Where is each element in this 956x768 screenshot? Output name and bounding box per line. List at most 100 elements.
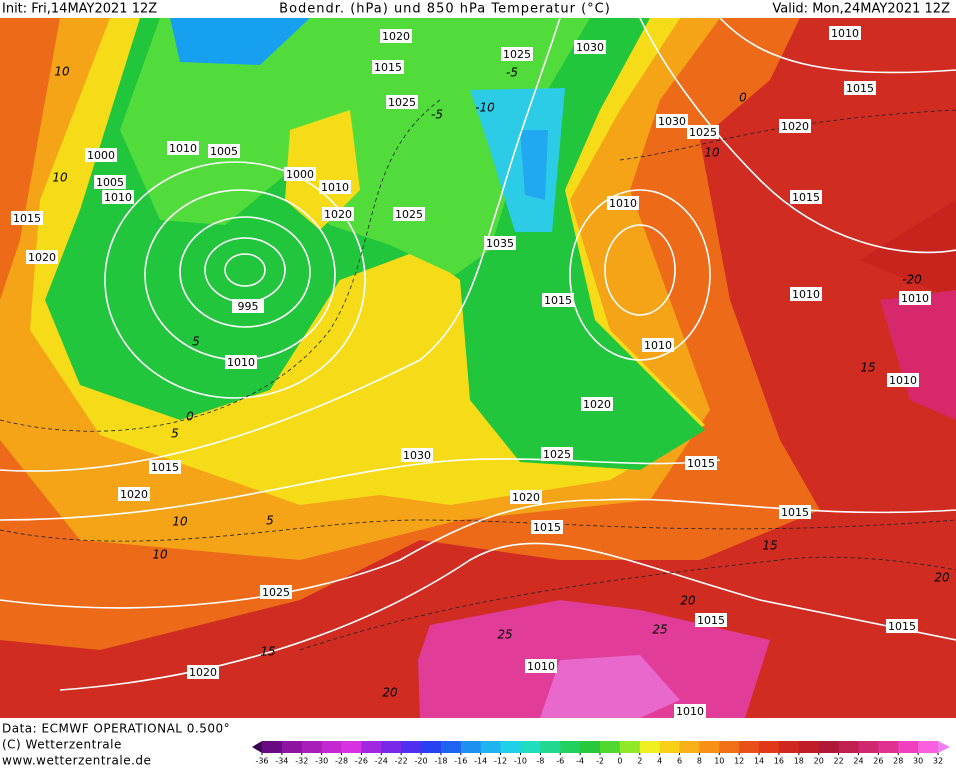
isotherm-label: 10 [704, 146, 720, 160]
isobar-label-text: 1015 [697, 614, 725, 627]
isobar-label: 1015 [886, 619, 918, 633]
isotherm-label: 25 [652, 623, 667, 637]
colorbar-tick-label: 20 [814, 757, 824, 766]
colorbar-swatch [878, 741, 899, 753]
colorbar-tick-label: 30 [913, 757, 923, 766]
isobar-label: 1020 [26, 250, 58, 264]
colorbar-swatch [679, 741, 700, 753]
isobar-label-text: 1010 [644, 339, 672, 352]
colorbar-swatch [818, 741, 840, 753]
isobar-label-text: 1010 [831, 27, 859, 40]
isobar-label-box [541, 447, 573, 461]
isobar-label: 1015 [695, 613, 727, 627]
isobar-label-box [501, 47, 533, 61]
colorbar-swatch [699, 741, 720, 753]
isobar-label-text: 1020 [120, 488, 148, 501]
isobar-label-box [401, 448, 433, 462]
colorbar-tick-label: 8 [697, 757, 702, 766]
colorbar-swatch [361, 741, 382, 753]
isobar-label-box [899, 291, 931, 305]
header-band [0, 0, 956, 18]
field-blue [170, 18, 310, 65]
isobar-label: 1020 [187, 665, 219, 679]
colorbar-swatch [440, 741, 462, 753]
isobar-label-box [542, 293, 574, 307]
isobar-label: 1005 [208, 144, 240, 158]
isobar-label-box [695, 613, 727, 627]
isobar-label-box [510, 490, 542, 504]
colorbar-swatch [759, 741, 780, 753]
isobar-label-text: 1010 [889, 374, 917, 387]
isobar-label-text: 1015 [13, 212, 41, 225]
isotherm-label: 20 [680, 594, 696, 608]
isobar-label-text: 1015 [781, 506, 809, 519]
isobar-label: 1010 [829, 26, 861, 40]
isotherm-line [619, 109, 956, 161]
valid-time: Valid: Mon,24MAY2021 12Z [772, 2, 950, 17]
isobar-label: 1015 [790, 190, 822, 204]
isobar-label-text: 995 [238, 300, 259, 313]
colorbar-end [938, 741, 950, 753]
isobar-label-box [531, 520, 563, 534]
isobar-label-box [26, 250, 58, 264]
isobar-label-box [779, 505, 811, 519]
isobar-label-box [372, 60, 404, 74]
isobar-label: 1015 [844, 81, 876, 95]
isotherm-line [0, 519, 956, 542]
isotherm-line [0, 99, 441, 432]
isotherm-label: 5 [266, 514, 274, 528]
colorbar-swatch [341, 741, 362, 753]
isobar-label-text: 1000 [87, 149, 115, 162]
isotherm-label: 20 [382, 686, 398, 700]
isobar-label-text: 1020 [382, 30, 410, 43]
colorbar-swatch [778, 741, 800, 753]
colorbar-tick-label: 32 [933, 757, 943, 766]
init-time: Init: Fri,14MAY2021 12Z [2, 2, 157, 17]
isotherm-label: -20 [902, 273, 922, 287]
isobar-label: 1010 [319, 180, 351, 194]
isobar-label-text: 1010 [676, 705, 704, 718]
colorbar-swatch [321, 741, 343, 753]
isobar-label-text: 1010 [609, 197, 637, 210]
colorbar-tick-label: -2 [596, 757, 604, 766]
colorbar-swatch [560, 741, 581, 753]
isobar-label-box [790, 190, 822, 204]
colorbar-tick-label: 24 [853, 757, 863, 766]
isobar-label-box [581, 397, 613, 411]
colorbar-swatch [838, 741, 859, 753]
isobar-line [179, 216, 311, 328]
isobar-label-text: 1030 [576, 41, 604, 54]
isobar-label: 1025 [501, 47, 533, 61]
isobar-label-text: 1015 [888, 620, 916, 633]
colorbar-swatch [421, 741, 442, 753]
isobar-label-box [393, 207, 425, 221]
copyright: (C) Wetterzentrale [2, 738, 122, 752]
isobar-label: 1020 [510, 490, 542, 504]
isobar-line [0, 498, 956, 609]
colorbar-swatch [580, 741, 601, 753]
colorbar-tick-label: -18 [434, 757, 447, 766]
url: www.wetterzentrale.de [2, 754, 151, 768]
isobar-label-box [844, 81, 876, 95]
isobar-label: 1015 [372, 60, 404, 74]
colorbar-tick-label: 18 [794, 757, 804, 766]
isobar-line [224, 253, 266, 287]
isobar-label-box [208, 144, 240, 158]
colorbar-tick-label: 0 [617, 757, 622, 766]
isobar-line [59, 542, 956, 691]
colorbar-swatch [520, 741, 541, 753]
isobar-label-box [685, 456, 717, 470]
isobar-label-text: 1025 [388, 96, 416, 109]
isobar-label-box [85, 148, 117, 162]
isobar-line [569, 189, 711, 361]
isobar-label-box [687, 125, 719, 139]
colorbar-tick-label: 14 [754, 757, 764, 766]
isotherm-label: 15 [860, 361, 875, 375]
colorbar-tick-label: 16 [774, 757, 784, 766]
isobar-label-text: 1025 [689, 126, 717, 139]
isobar-label: 1000 [284, 167, 316, 181]
isobar-label-text: 1010 [901, 292, 929, 305]
colorbar-tick-label: 22 [833, 757, 843, 766]
